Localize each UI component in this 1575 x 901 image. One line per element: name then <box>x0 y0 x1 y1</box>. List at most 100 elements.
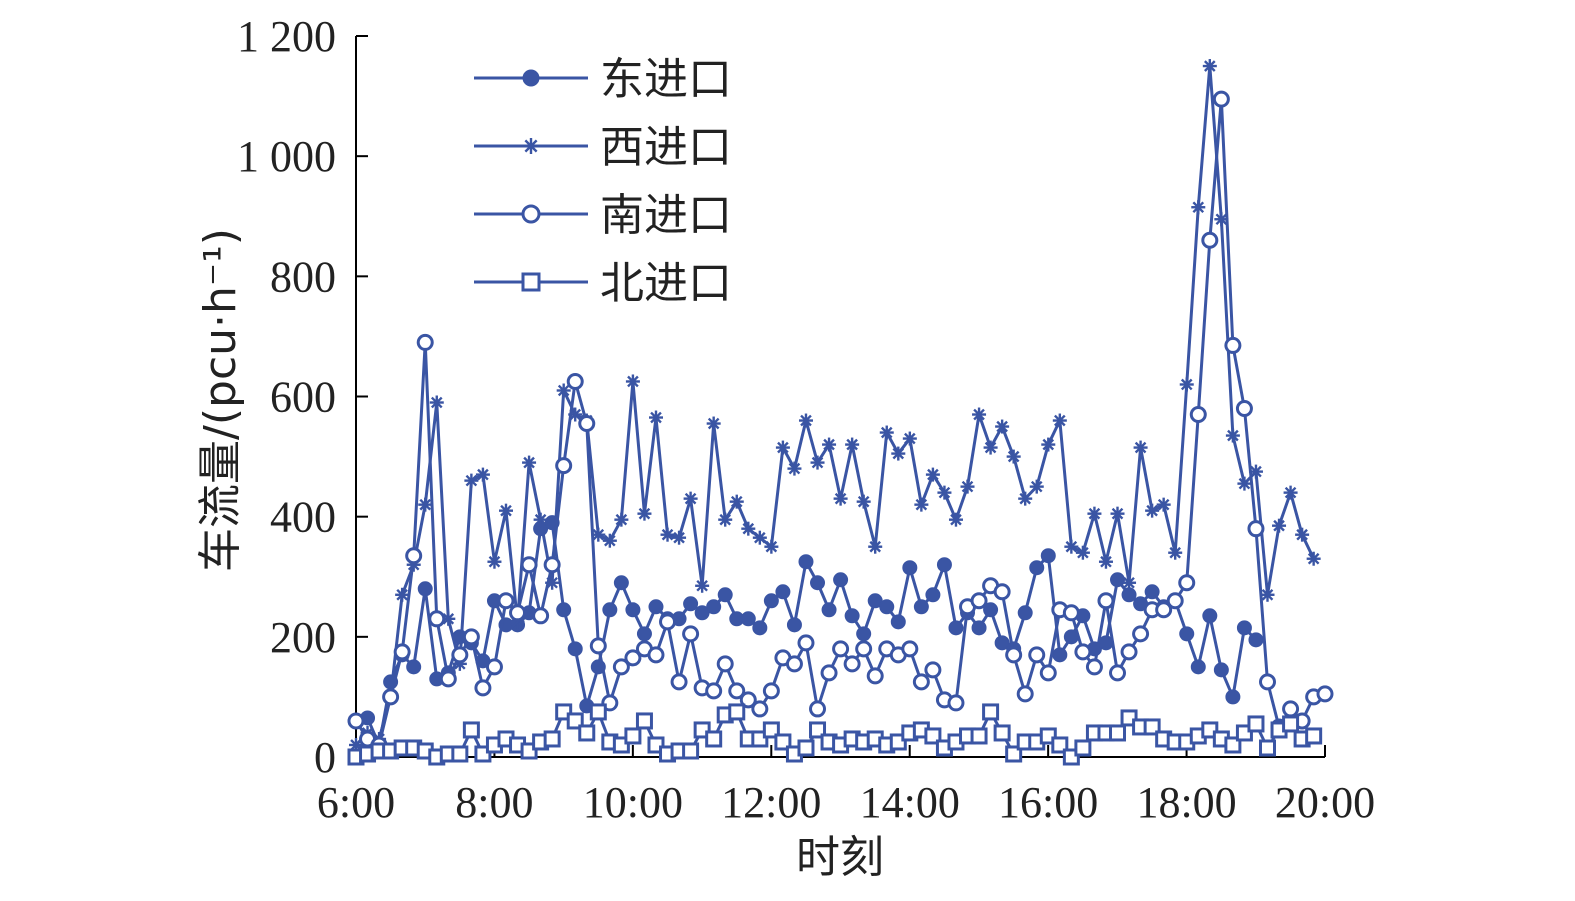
series-2-point-72 <box>1179 377 1194 392</box>
series-3-point-72 <box>1178 574 1196 592</box>
series-3-point-84 <box>1316 685 1334 703</box>
series-2-point-4 <box>395 587 410 602</box>
series-1-point-37 <box>775 584 791 600</box>
y-tick-label-1: 200 <box>270 613 336 662</box>
series-2-point-70 <box>1156 497 1171 512</box>
legend-item-4: 北进口 <box>474 258 732 309</box>
series-4-point-78 <box>1247 715 1265 733</box>
series-1-point-36 <box>763 593 779 609</box>
legend-label-3: 南进口 <box>600 190 732 241</box>
series-3-point-20 <box>578 415 596 433</box>
series-3-point-33 <box>728 682 746 700</box>
series-1-point-35 <box>752 620 768 636</box>
series-2-point-74 <box>1202 59 1217 74</box>
series-3-point-45 <box>866 667 884 685</box>
series-1-point-23 <box>613 575 629 591</box>
series-1-point-30 <box>694 605 710 621</box>
series-2-point-11 <box>475 467 490 482</box>
series-1-point-6 <box>417 581 433 597</box>
series-3-point-13 <box>497 592 515 610</box>
series-2-point-47 <box>891 446 906 461</box>
series-3-point-29 <box>682 625 700 643</box>
series-3-point-74 <box>1201 231 1219 249</box>
series-4-point-31 <box>705 730 723 748</box>
series-3-point-57 <box>1005 646 1023 664</box>
series-2-point-23 <box>614 512 629 527</box>
series-3-point-76 <box>1224 336 1242 354</box>
series-1-point-69 <box>1144 584 1160 600</box>
series-4-point-37 <box>774 733 792 751</box>
series-2-point-81 <box>1283 485 1298 500</box>
series-3-point-34 <box>739 691 757 709</box>
series-3-point-11 <box>474 679 492 697</box>
series-2-point-37 <box>775 440 790 455</box>
series-1-point-49 <box>913 599 929 615</box>
series-3-point-8 <box>439 670 457 688</box>
legend-label-1: 东进口 <box>600 54 732 105</box>
series-2-point-78 <box>1248 464 1263 479</box>
series-3-point-71 <box>1166 592 1184 610</box>
series-2-point-43 <box>845 437 860 452</box>
series-2-point-62 <box>1064 539 1079 554</box>
series-2-point-73 <box>1191 200 1206 215</box>
series-1-point-41 <box>821 602 837 618</box>
series-4-point-20 <box>578 724 596 742</box>
series-3-point-59 <box>1028 646 1046 664</box>
series-4-point-83 <box>1305 727 1323 745</box>
series-3-point-79 <box>1259 673 1277 691</box>
series-4-point-50 <box>924 727 942 745</box>
series-2-point-33 <box>729 494 744 509</box>
series-3-point-43 <box>843 655 861 673</box>
series-4-point-81 <box>1282 715 1300 733</box>
series-2-point-39 <box>798 413 813 428</box>
series-3-point-12 <box>485 658 503 676</box>
series-2-point-46 <box>879 425 894 440</box>
series-3-point-17 <box>543 556 561 574</box>
series-4-point-54 <box>970 727 988 745</box>
series-2-point-15 <box>522 455 537 470</box>
series-4-point-57 <box>1005 745 1023 763</box>
series-3-point-14 <box>509 604 527 622</box>
series-2-point-48 <box>902 431 917 446</box>
series-2-point-63 <box>1075 545 1090 560</box>
series-3-point-41 <box>820 664 838 682</box>
series-2-point-26 <box>648 410 663 425</box>
series-1-point-26 <box>648 599 664 615</box>
series-3-point-7 <box>428 610 446 628</box>
y-tick-label-0: 0 <box>314 733 336 782</box>
x-tick-label-4: 14:00 <box>860 778 960 827</box>
series-3-point-65 <box>1097 592 1115 610</box>
x-tick-label-7: 20:00 <box>1275 778 1375 827</box>
y-axis-ticks: 0 200 400 600 800 1 000 1 200 <box>237 12 368 782</box>
series-1-point-76 <box>1225 689 1241 705</box>
series-2-point-53 <box>960 479 975 494</box>
y-tick-label-5: 1 000 <box>237 132 336 181</box>
series-2-point-80 <box>1272 518 1287 533</box>
series-1-point-55 <box>983 602 999 618</box>
series-1-point-72 <box>1179 626 1195 642</box>
series-1-point-75 <box>1213 662 1229 678</box>
series-2-point-24 <box>625 374 640 389</box>
series-3-point-81 <box>1282 700 1300 718</box>
series-1-point-52 <box>948 620 964 636</box>
series-2-point-59 <box>1029 479 1044 494</box>
series-1-point-24 <box>625 602 641 618</box>
series-3-point-23 <box>612 658 630 676</box>
series-1-point-39 <box>798 554 814 570</box>
series-3-point-3 <box>382 688 400 706</box>
series-2-point-25 <box>637 506 652 521</box>
series-2-point-77 <box>1237 476 1252 491</box>
series-2-point-67 <box>1122 575 1137 590</box>
series-1-point-22 <box>602 602 618 618</box>
series-1-point-32 <box>717 587 733 603</box>
series-3-point-38 <box>785 655 803 673</box>
series-3-point-63 <box>1074 643 1092 661</box>
series-1-point-77 <box>1236 620 1252 636</box>
series-1-point-18 <box>556 602 572 618</box>
series-1-point-58 <box>1017 605 1033 621</box>
series-3-point-4 <box>393 643 411 661</box>
series-4-point-56 <box>993 724 1011 742</box>
legend-label-4: 北进口 <box>600 258 732 309</box>
